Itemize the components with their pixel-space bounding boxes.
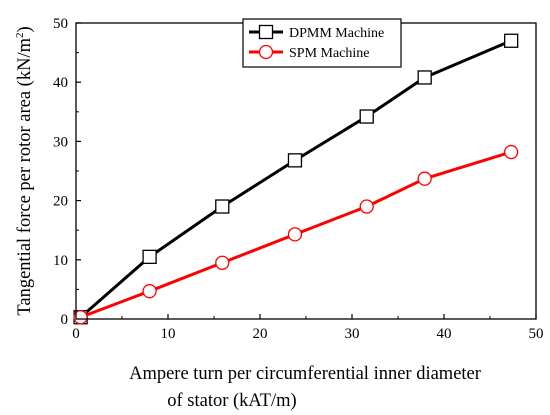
data-point-circle xyxy=(504,144,519,160)
y-tick-label: 20 xyxy=(53,194,68,210)
legend-marker-spm xyxy=(258,44,274,60)
y-tick-label: 0 xyxy=(61,312,69,328)
x-tick-label: 0 xyxy=(72,326,80,342)
data-point-square xyxy=(359,109,374,124)
legend-entry-spm: SPM Machine xyxy=(249,44,370,61)
series-dpmm xyxy=(73,33,519,325)
y-tick-label: 40 xyxy=(53,75,68,91)
x-tick-label: 30 xyxy=(345,326,360,342)
data-point-square xyxy=(504,33,519,48)
legend-entry-dpmm: DPMM Machine xyxy=(249,24,384,41)
legend-label-spm: SPM Machine xyxy=(289,46,370,61)
y-axis-title-superscript: 2 xyxy=(14,33,26,39)
x-tick-label: 50 xyxy=(529,326,544,342)
data-point-square xyxy=(215,199,230,214)
x-tick-label: 10 xyxy=(161,326,176,342)
legend-label-dpmm: DPMM Machine xyxy=(289,26,384,41)
data-point-circle xyxy=(142,284,157,299)
data-point-circle xyxy=(215,255,230,270)
x-axis-title-line2: of stator (kAT/m) xyxy=(167,391,296,411)
data-point-circle xyxy=(287,227,303,242)
data-point-square xyxy=(287,153,303,168)
data-point-circle xyxy=(417,171,432,186)
legend: DPMM Machine SPM Machine xyxy=(242,18,402,68)
data-point-square xyxy=(417,70,432,85)
y-tick-label: 10 xyxy=(53,253,68,269)
y-tick-label: 30 xyxy=(53,134,68,150)
series-layer xyxy=(73,33,519,325)
tick-labels: 0 10 20 30 40 50 0 10 20 30 40 50 xyxy=(53,16,544,342)
y-tick-label: 50 xyxy=(53,16,68,32)
x-tick-label: 40 xyxy=(437,326,452,342)
series-spm xyxy=(73,144,519,325)
legend-marker-dpmm xyxy=(258,24,274,40)
x-axis-title-line1: Ampere turn per circumferential inner di… xyxy=(129,364,481,384)
data-point-square xyxy=(142,249,157,264)
x-tick-label: 20 xyxy=(253,326,268,342)
y-axis-title: Tangential force per rotor area (kN/m2) xyxy=(14,26,35,315)
data-point-circle xyxy=(73,310,88,325)
series-line xyxy=(79,39,512,319)
data-point-circle xyxy=(359,199,374,214)
